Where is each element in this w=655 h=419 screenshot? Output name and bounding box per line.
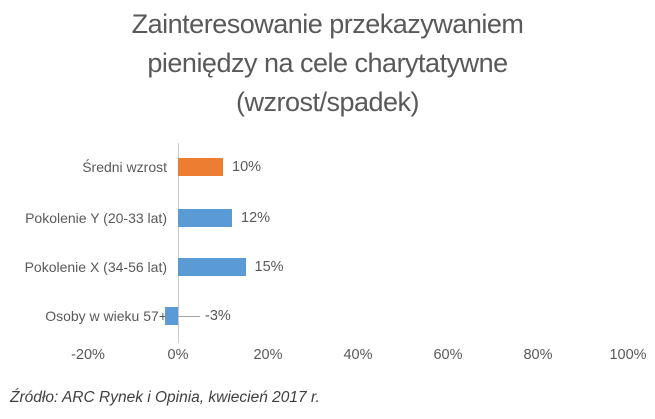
source-note: Źródło: ARC Rynek i Opinia, kwiecień 201… — [10, 389, 320, 406]
category-label: Pokolenie Y (20-33 lat) — [25, 210, 167, 226]
chart-title: Zainteresowanie przekazywaniem pieniędzy… — [0, 5, 655, 122]
x-axis-tick-label: 40% — [343, 347, 373, 363]
data-bar — [178, 209, 232, 227]
value-label: 10% — [232, 159, 262, 175]
x-axis-tick-label: 60% — [433, 347, 463, 363]
data-bar — [164, 307, 178, 325]
leader-line — [178, 316, 200, 317]
x-axis-tick-label: 20% — [253, 347, 283, 363]
value-label: -3% — [205, 308, 231, 324]
x-axis-tick-label: 0% — [167, 347, 189, 363]
category-label: Osoby w wieku 57+ — [45, 308, 167, 324]
chart-title-line-1: Zainteresowanie przekazywaniem — [131, 9, 524, 39]
value-label: 12% — [241, 210, 271, 226]
category-label: Pokolenie X (34-56 lat) — [24, 259, 167, 275]
data-bar — [178, 258, 246, 276]
data-bar — [178, 158, 223, 176]
value-label: 15% — [254, 259, 284, 275]
chart-title-line-2: pieniędzy na cele charytatywne — [147, 48, 508, 78]
zero-axis-line — [178, 143, 179, 343]
category-label: Średni wzrost — [82, 159, 167, 175]
x-axis-tick-label: 100% — [609, 347, 647, 363]
x-axis-tick-label: 80% — [523, 347, 553, 363]
chart-title-line-3: (wzrost/spadek) — [235, 87, 420, 117]
x-axis-tick-label: -20% — [71, 347, 105, 363]
